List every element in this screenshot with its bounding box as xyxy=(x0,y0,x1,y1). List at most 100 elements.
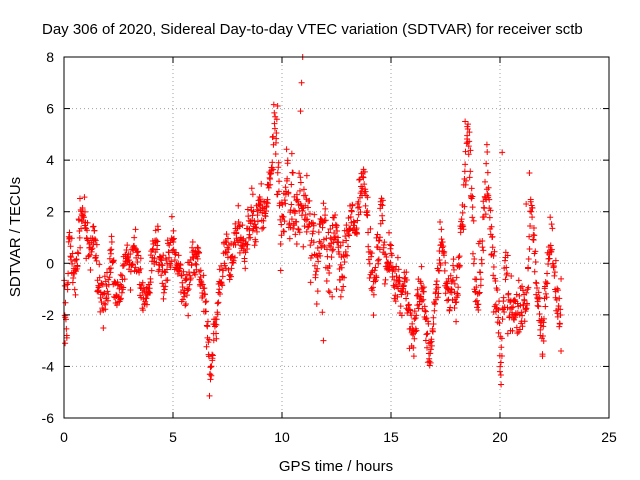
data-point xyxy=(475,306,482,313)
data-point xyxy=(63,334,70,341)
data-point xyxy=(510,303,517,310)
data-point xyxy=(509,327,516,334)
data-point xyxy=(276,178,283,185)
data-point xyxy=(468,194,475,201)
data-point xyxy=(328,240,335,247)
data-point xyxy=(387,245,394,252)
data-point xyxy=(544,280,551,287)
data-point xyxy=(132,226,139,233)
data-point xyxy=(131,234,138,241)
data-point xyxy=(454,292,461,299)
data-point xyxy=(270,133,277,140)
data-point xyxy=(228,265,235,272)
data-point xyxy=(408,312,415,319)
data-point xyxy=(306,210,313,217)
data-point xyxy=(465,151,472,158)
data-point xyxy=(485,192,492,199)
data-point xyxy=(253,228,260,235)
data-point xyxy=(459,221,466,228)
data-point xyxy=(461,168,468,175)
data-point xyxy=(295,225,302,232)
data-point xyxy=(418,263,425,270)
data-point xyxy=(495,329,502,336)
data-point xyxy=(332,211,339,218)
data-point xyxy=(495,314,502,321)
data-point xyxy=(329,247,336,254)
data-point xyxy=(171,257,178,264)
data-point xyxy=(137,265,144,272)
data-point xyxy=(281,228,288,235)
data-point xyxy=(231,254,238,261)
data-point xyxy=(360,174,367,181)
data-point xyxy=(462,161,469,168)
data-point xyxy=(104,297,111,304)
data-point xyxy=(197,273,204,280)
data-point xyxy=(295,226,302,233)
data-point xyxy=(365,229,372,236)
data-point xyxy=(69,250,76,257)
data-point xyxy=(389,273,396,280)
data-point xyxy=(314,288,321,295)
data-point xyxy=(502,276,509,283)
data-point xyxy=(372,264,379,271)
data-point xyxy=(554,285,561,292)
chart-title: Day 306 of 2020, Sidereal Day-to-day VTE… xyxy=(42,21,583,38)
data-point xyxy=(410,344,417,351)
data-point xyxy=(134,259,141,266)
data-point xyxy=(180,268,187,275)
data-point xyxy=(297,108,304,115)
data-point xyxy=(491,248,498,255)
data-point xyxy=(519,323,526,330)
data-point xyxy=(212,321,219,328)
data-point xyxy=(558,275,565,282)
data-point xyxy=(270,101,277,108)
data-point xyxy=(246,226,253,233)
data-point xyxy=(548,246,555,253)
data-point xyxy=(247,234,254,241)
data-point xyxy=(413,312,420,319)
data-point xyxy=(513,324,520,331)
data-point xyxy=(411,316,418,323)
data-point xyxy=(424,330,431,337)
data-point xyxy=(423,331,430,338)
data-point xyxy=(430,314,437,321)
data-point xyxy=(489,233,496,240)
data-point xyxy=(539,353,546,360)
data-point xyxy=(163,266,170,273)
data-point xyxy=(320,337,327,344)
data-point xyxy=(439,239,446,246)
data-point xyxy=(395,266,402,273)
data-point xyxy=(464,123,471,130)
data-point xyxy=(66,235,73,242)
data-point xyxy=(223,231,230,238)
data-point xyxy=(210,337,217,344)
data-point xyxy=(252,238,259,245)
data-point xyxy=(498,381,505,388)
data-point xyxy=(432,289,439,296)
data-point xyxy=(444,297,451,304)
data-point xyxy=(304,216,311,223)
data-point xyxy=(555,303,562,310)
data-point xyxy=(473,297,480,304)
data-point xyxy=(106,274,113,281)
data-point xyxy=(499,316,506,323)
data-point xyxy=(334,227,341,234)
data-point xyxy=(254,218,261,225)
data-point xyxy=(91,236,98,243)
data-point xyxy=(300,186,307,193)
data-point xyxy=(466,138,473,145)
data-point xyxy=(469,193,476,200)
data-point xyxy=(481,193,488,200)
data-point xyxy=(486,214,493,221)
data-point xyxy=(456,262,463,269)
data-point xyxy=(75,250,82,257)
data-point xyxy=(77,244,84,251)
data-point xyxy=(416,301,423,308)
data-point xyxy=(504,270,511,277)
data-point xyxy=(235,202,242,209)
data-point xyxy=(517,326,524,333)
data-point xyxy=(535,295,542,302)
data-point xyxy=(379,197,386,204)
data-point xyxy=(241,258,248,265)
data-point xyxy=(377,220,384,227)
